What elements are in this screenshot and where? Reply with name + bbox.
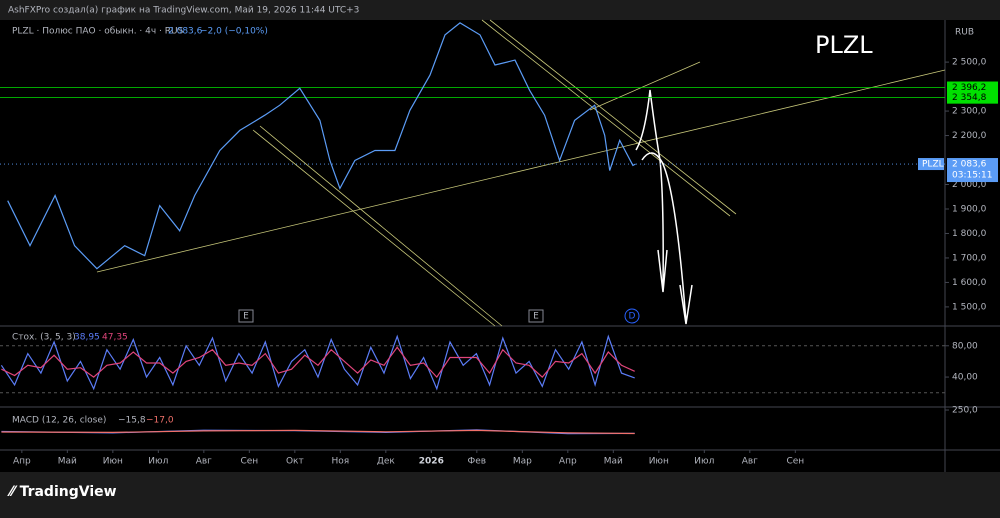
symbol-tag — [918, 158, 944, 171]
price-tag — [947, 158, 998, 183]
y-tick-label: 1 600,0 — [952, 278, 987, 288]
symbol-watermark: PLZL — [815, 31, 873, 59]
x-tick-label: Авг — [742, 457, 758, 467]
indicator-legend: Стох. (3, 5, 3) — [12, 333, 76, 343]
indicator-value: −15,8 — [118, 416, 146, 426]
x-tick-label: Сен — [786, 457, 804, 467]
x-tick-label: Дек — [377, 457, 396, 467]
y-tick-label: 2 200,0 — [952, 131, 987, 141]
trend-line — [589, 61, 701, 111]
series-line — [1, 429, 635, 435]
y-tick-label: 2 500,0 — [952, 58, 987, 68]
x-tick-label: Июл — [148, 457, 168, 467]
event-marker — [238, 309, 254, 323]
time-axis — [0, 450, 1000, 472]
y-tick-label: 1 700,0 — [952, 253, 987, 263]
indicator-value: −17,0 — [146, 416, 174, 426]
series-line — [1, 346, 635, 379]
legend-value: 2 083,6 — [168, 27, 203, 37]
trend-line — [96, 69, 946, 273]
y-tick-label: 2 300,0 — [952, 107, 987, 117]
indicator-value: 47,35 — [102, 333, 128, 343]
price-tag-label: 2 354,8 — [952, 93, 987, 103]
x-tick-label: Апр — [559, 457, 577, 467]
x-tick-label: Ноя — [331, 457, 349, 467]
x-tick-label: Авг — [196, 457, 212, 467]
author-line: AshFXPro создал(а) график на TradingView… — [8, 6, 359, 16]
drawings — [96, 19, 946, 327]
indicator-legend: MACD (12, 26, close) — [12, 416, 106, 426]
x-tick-label: Июл — [694, 457, 714, 467]
y-tick-label: 2 000,0 — [952, 180, 987, 190]
x-tick-label: 2026 — [419, 457, 444, 467]
trend-line — [259, 125, 503, 327]
trend-line — [252, 129, 496, 327]
x-tick-label: Апр — [13, 457, 31, 467]
price-tag — [947, 91, 998, 104]
x-tick-label: Мар — [513, 457, 532, 467]
currency: RUB — [955, 28, 974, 38]
x-tick-label: Сен — [240, 457, 258, 467]
y-tick-label: 40,00 — [952, 373, 978, 383]
indicator-value: 38,95 — [74, 333, 100, 343]
price-tag — [947, 81, 998, 94]
y-tick-label: 1 900,0 — [952, 204, 987, 214]
x-tick-label: Июн — [103, 457, 123, 467]
y-tick-label: 1 800,0 — [952, 229, 987, 239]
logo: ⁄⁄ TradingView — [7, 484, 117, 500]
dividend-marker — [624, 308, 640, 324]
x-tick-label: Май — [58, 457, 77, 467]
x-tick-label: Май — [604, 457, 623, 467]
trend-line — [481, 19, 731, 217]
y-tick-label: 80,00 — [952, 341, 978, 351]
symbol-tag-label: PLZL — [922, 160, 944, 170]
series-line — [7, 22, 636, 270]
event-marker-label: E — [243, 312, 249, 322]
x-tick-label: Фев — [468, 457, 487, 467]
trend-line — [489, 19, 737, 215]
hand-drawn-arrow — [641, 152, 693, 325]
y-tick-label: 1 500,0 — [952, 302, 987, 312]
x-tick-label: Июн — [649, 457, 669, 467]
y-tick-label: 250,0 — [952, 406, 978, 416]
event-marker-label: E — [533, 312, 539, 322]
plot-area — [0, 20, 945, 450]
event-marker — [528, 309, 544, 323]
countdown: 03:15:11 — [952, 171, 992, 181]
hand-drawn-arrow — [635, 89, 668, 293]
price-tag-label: 2 083,6 — [952, 160, 987, 170]
price-tag-label: 2 396,2 — [952, 83, 986, 93]
series-line — [0, 334, 635, 391]
legend: PLZL · Полюс ПАО · обыкн. · 4ч · RUS — [12, 27, 184, 37]
legend-change: −2,0 (−0,10%) — [200, 27, 268, 37]
dividend-marker-label: D — [629, 312, 636, 322]
x-tick-label: Окт — [286, 457, 304, 467]
